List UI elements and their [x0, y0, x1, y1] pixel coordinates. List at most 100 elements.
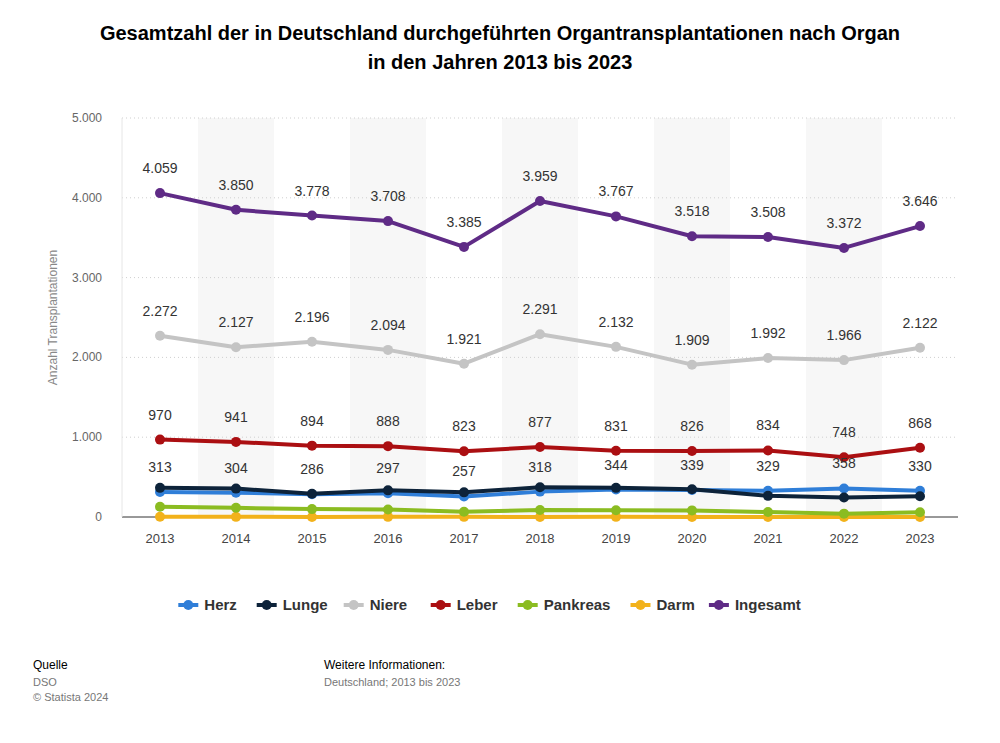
series-marker [611, 211, 621, 221]
data-label: 2.272 [142, 303, 177, 319]
series-marker [611, 446, 621, 456]
data-label: 304 [224, 460, 248, 476]
data-label: 877 [528, 414, 552, 430]
series-marker [459, 242, 469, 252]
plot-area [155, 188, 925, 522]
data-label: 831 [604, 418, 628, 434]
legend-marker [183, 600, 193, 610]
series-marker [687, 231, 697, 241]
series-marker [687, 505, 697, 515]
annotation: Quelle [33, 658, 68, 672]
series-marker [307, 211, 317, 221]
grid-line [122, 277, 958, 278]
series-marker [383, 441, 393, 451]
data-label: 286 [300, 461, 324, 477]
series-marker [915, 443, 925, 453]
series-marker [687, 446, 697, 456]
data-label: 3.959 [522, 168, 557, 184]
series-marker [307, 504, 317, 514]
series-marker [763, 232, 773, 242]
data-label: 970 [148, 407, 172, 423]
legend-marker [714, 600, 724, 610]
y-tick-label: 5.000 [72, 111, 102, 125]
column-band [198, 118, 274, 517]
series-marker [535, 482, 545, 492]
data-label: 318 [528, 459, 552, 475]
data-label: 3.646 [902, 193, 937, 209]
data-label: 2.291 [522, 301, 557, 317]
x-tick-label: 2017 [450, 531, 479, 546]
series-marker [535, 196, 545, 206]
series-marker [611, 483, 621, 493]
x-tick-label: 2023 [906, 531, 935, 546]
series-marker [231, 205, 241, 215]
series-marker [155, 435, 165, 445]
series-marker [231, 484, 241, 494]
series-marker [915, 221, 925, 231]
data-label: 1.921 [446, 331, 481, 347]
data-label: 3.708 [370, 188, 405, 204]
series-marker [231, 503, 241, 513]
series-line [160, 193, 920, 248]
series-marker [535, 505, 545, 515]
series-marker [763, 507, 773, 517]
data-label: 826 [680, 418, 704, 434]
data-label: 3.518 [674, 203, 709, 219]
data-label: 868 [908, 415, 932, 431]
grid-line [122, 118, 958, 119]
data-label: 339 [680, 457, 704, 473]
series-marker [155, 483, 165, 493]
series-marker [915, 343, 925, 353]
data-label: 297 [376, 460, 400, 476]
annotation: © Statista 2024 [33, 691, 108, 703]
series-marker [839, 355, 849, 365]
series-marker [535, 329, 545, 339]
series-marker [155, 502, 165, 512]
series-marker [231, 342, 241, 352]
data-label: 2.122 [902, 315, 937, 331]
x-tick-label: 2013 [146, 531, 175, 546]
legend-label: Lunge [283, 596, 328, 613]
x-tick-label: 2016 [374, 531, 403, 546]
series-marker [383, 485, 393, 495]
data-label: 257 [452, 463, 476, 479]
data-label: 3.767 [598, 183, 633, 199]
series-marker [763, 353, 773, 363]
x-tick-label: 2015 [298, 531, 327, 546]
column-band [654, 118, 730, 517]
data-label: 313 [148, 459, 172, 475]
data-label: 2.127 [218, 314, 253, 330]
series-marker [915, 507, 925, 517]
x-tick-label: 2018 [526, 531, 555, 546]
grid-line [122, 357, 958, 358]
title-line: Gesamtzahl der in Deutschland durchgefüh… [100, 22, 900, 44]
legend-marker [523, 600, 533, 610]
legend-label: Leber [457, 596, 498, 613]
series-marker [611, 342, 621, 352]
series-marker [611, 505, 621, 515]
series-line [160, 440, 920, 458]
data-label: 3.372 [826, 215, 861, 231]
series-marker [307, 489, 317, 499]
series-marker [307, 441, 317, 451]
series-marker [307, 337, 317, 347]
y-tick-label: 1.000 [72, 430, 102, 444]
y-axis [122, 118, 123, 517]
legend: HerzLungeNiereLeberPankreasDarmIngesamt [178, 596, 800, 613]
y-tick-label: 0 [95, 510, 102, 524]
data-label: 344 [604, 457, 628, 473]
data-label: 330 [908, 458, 932, 474]
column-band [350, 118, 426, 517]
annotation: Deutschland; 2013 bis 2023 [324, 676, 460, 688]
series-marker [687, 360, 697, 370]
series-marker [231, 437, 241, 447]
series-marker [459, 507, 469, 517]
series-marker [915, 491, 925, 501]
series-marker [155, 331, 165, 341]
annotation: Weitere Informationen: [324, 658, 445, 672]
x-tick-label: 2022 [830, 531, 859, 546]
annotation: DSO [33, 676, 57, 688]
x-tick-label: 2021 [754, 531, 783, 546]
series-marker [459, 359, 469, 369]
legend-label: Pankreas [544, 596, 611, 613]
